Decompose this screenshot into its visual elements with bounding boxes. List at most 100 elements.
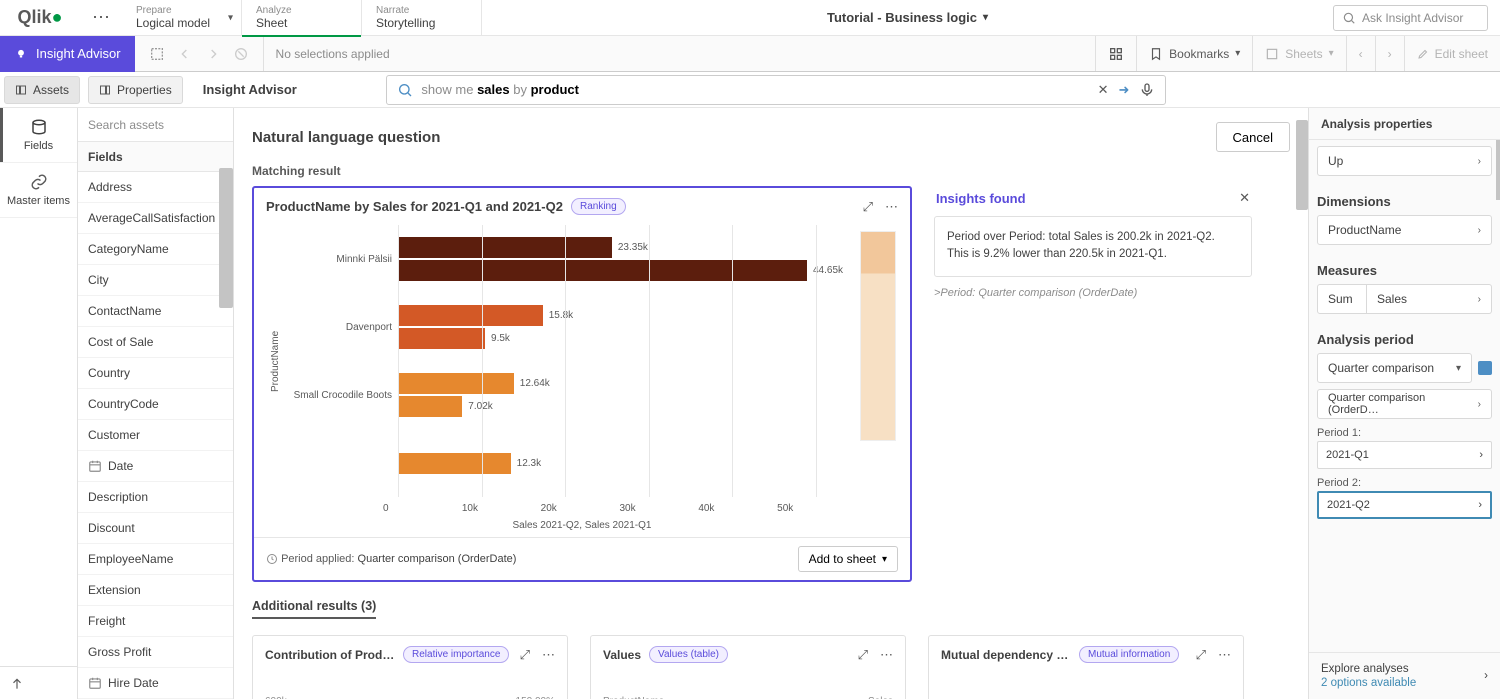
fullscreen-icon[interactable]: ⤢	[858, 647, 868, 663]
chevron-right-icon: ›	[1478, 156, 1481, 167]
field-item[interactable]: Discount	[78, 513, 233, 544]
period-field-pill[interactable]: Quarter comparison (OrderD… ›	[1317, 389, 1492, 419]
bookmarks-button[interactable]: Bookmarks ▾	[1136, 36, 1252, 71]
step-forward-icon[interactable]	[205, 46, 221, 62]
scrollbar-thumb[interactable]	[1296, 120, 1308, 210]
field-item[interactable]: Date	[78, 451, 233, 482]
scrollbar-thumb[interactable]	[1496, 140, 1500, 200]
field-item[interactable]: CategoryName	[78, 234, 233, 265]
field-item[interactable]: AverageCallSatisfaction	[78, 203, 233, 234]
insight-note: >Period: Quarter comparison (OrderDate)	[934, 287, 1252, 299]
submit-icon[interactable]: ➜	[1119, 82, 1130, 98]
next-sheet-button[interactable]: ›	[1375, 36, 1404, 71]
cards-row: ProductName by Sales for 2021-Q1 and 202…	[234, 186, 1308, 582]
x-tick: 30k	[619, 503, 698, 514]
rail-master-items[interactable]: Master items	[0, 163, 77, 218]
dimension-pill[interactable]: ProductName ›	[1317, 215, 1492, 245]
top-search[interactable]: Ask Insight Advisor	[1333, 5, 1488, 31]
scrollbar-thumb[interactable]	[219, 168, 233, 308]
more-icon[interactable]: ⋯	[880, 647, 893, 663]
selections-bar: Insight Advisor No selections applied Bo…	[0, 36, 1500, 72]
field-item[interactable]: EmployeeName	[78, 544, 233, 575]
assets-search[interactable]: Search assets	[78, 108, 233, 142]
field-item[interactable]: ContactName	[78, 296, 233, 327]
step-back-icon[interactable]	[177, 46, 193, 62]
nlq-search-input[interactable]: show me sales by product ✕ ➜	[386, 75, 1166, 105]
period2-label: Period 2:	[1317, 477, 1492, 489]
measure-pill[interactable]: Sales ›	[1367, 284, 1492, 314]
add-to-sheet-button[interactable]: Add to sheet ▾	[798, 546, 898, 572]
breakdown-up[interactable]: Up ›	[1317, 146, 1492, 176]
cancel-button[interactable]: Cancel	[1216, 122, 1290, 152]
chevron-down-icon: ▾	[1235, 48, 1240, 59]
bar[interactable]: 7.02k	[398, 396, 856, 417]
fullscreen-icon[interactable]: ⤢	[1196, 647, 1206, 663]
qlik-logo: Qlik●	[0, 7, 80, 28]
rail-fields-label: Fields	[24, 140, 53, 152]
field-item[interactable]: Country	[78, 358, 233, 389]
fullscreen-icon[interactable]: ⤢	[863, 199, 873, 215]
field-label: Gross Profit	[88, 645, 151, 659]
field-item[interactable]: Customer	[78, 420, 233, 451]
card-title: Contribution of Product…	[265, 648, 395, 662]
tab-prepare[interactable]: Prepare Logical model ▾	[122, 0, 242, 36]
fullscreen-icon[interactable]: ⤢	[520, 647, 530, 663]
period1-select[interactable]: 2021-Q1 ›	[1317, 441, 1492, 469]
tab-narrate[interactable]: Narrate Storytelling	[362, 0, 482, 36]
bar[interactable]: 23.35k	[398, 237, 856, 258]
field-item[interactable]: Description	[78, 482, 233, 513]
assets-panel: Search assets Fields AddressAverageCallS…	[78, 108, 234, 699]
category-label: Small Crocodile Boots	[283, 390, 398, 401]
bar[interactable]: 44.65k	[398, 260, 856, 281]
explore-analyses[interactable]: Explore analyses 2 options available ›	[1309, 652, 1500, 699]
clear-selections-icon[interactable]	[233, 46, 249, 62]
analysis-type-chip: Values (table)	[649, 646, 728, 663]
more-icon[interactable]: ⋯	[1218, 647, 1231, 663]
x-tick: 10k	[462, 503, 541, 514]
field-label: Freight	[88, 614, 125, 628]
prev-sheet-button[interactable]: ‹	[1346, 36, 1375, 71]
tab-main: Sheet	[256, 16, 347, 30]
close-icon[interactable]: ✕	[1239, 190, 1250, 206]
period-toggle[interactable]	[1478, 361, 1492, 375]
selections-tool-icon[interactable]	[1095, 36, 1136, 71]
x-axis-label: Sales 2021-Q2, Sales 2021-Q1	[268, 520, 896, 531]
rail-fields[interactable]: Fields	[0, 108, 77, 163]
microphone-icon[interactable]	[1139, 82, 1155, 98]
more-icon[interactable]: ⋯	[542, 647, 555, 663]
bookmarks-label: Bookmarks	[1169, 47, 1229, 61]
pencil-icon	[1417, 48, 1429, 60]
field-item[interactable]: Address	[78, 172, 233, 203]
field-item[interactable]: CountryCode	[78, 389, 233, 420]
clear-icon[interactable]: ✕	[1098, 82, 1109, 98]
field-item[interactable]: Freight	[78, 606, 233, 637]
expand-icon	[10, 677, 24, 691]
tab-analyze[interactable]: Analyze Sheet	[242, 0, 362, 36]
rail-master-label: Master items	[7, 195, 70, 207]
aggregation-pill[interactable]: Sum	[1317, 284, 1367, 314]
field-item[interactable]: Cost of Sale	[78, 327, 233, 358]
minimap[interactable]	[860, 231, 896, 441]
period2-select[interactable]: 2021-Q2 ›	[1317, 491, 1492, 519]
field-item[interactable]: Hire Date	[78, 668, 233, 699]
bar[interactable]: 9.5k	[398, 328, 856, 349]
edit-sheet-button[interactable]: Edit sheet	[1404, 36, 1500, 71]
bar[interactable]: 12.64k	[398, 373, 856, 394]
period-type-pill[interactable]: Quarter comparison ▾	[1317, 353, 1472, 383]
more-icon[interactable]: ⋯	[885, 199, 898, 215]
assets-toggle[interactable]: Assets	[4, 76, 80, 104]
bar-category: Small Crocodile Boots12.64k7.02k	[283, 361, 856, 429]
field-item[interactable]: Gross Profit	[78, 637, 233, 668]
app-title[interactable]: Tutorial - Business logic ▾	[482, 10, 1333, 25]
field-item[interactable]: Extension	[78, 575, 233, 606]
insight-advisor-button[interactable]: Insight Advisor	[0, 36, 135, 72]
properties-toggle[interactable]: Properties	[88, 76, 183, 104]
bar[interactable]: 12.3k	[398, 453, 856, 474]
smart-search-icon[interactable]	[149, 46, 165, 62]
bar[interactable]: 15.8k	[398, 305, 856, 326]
app-menu-icon[interactable]: ⋯	[80, 7, 122, 28]
additional-results-label[interactable]: Additional results (3)	[252, 599, 376, 619]
sheets-button[interactable]: Sheets ▾	[1252, 36, 1345, 71]
rail-expand[interactable]	[0, 666, 77, 699]
field-item[interactable]: City	[78, 265, 233, 296]
